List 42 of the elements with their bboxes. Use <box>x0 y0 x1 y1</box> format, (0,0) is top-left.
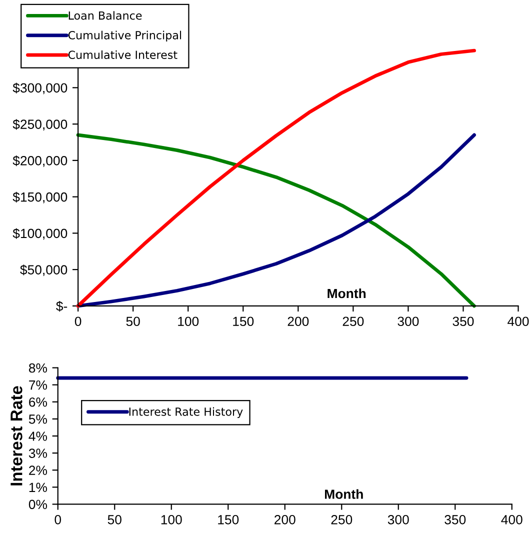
y-tick-label: 2% <box>29 466 47 475</box>
x-tick-label: 150 <box>218 514 239 524</box>
x-tick-label: 300 <box>388 514 409 524</box>
x-tick-label: 50 <box>108 514 122 524</box>
y-tick-label: $100,000 <box>12 228 68 240</box>
legend-label: Loan Balance <box>68 11 142 20</box>
y-tick-label: $300,000 <box>12 82 68 94</box>
x-tick-label: 100 <box>161 514 182 524</box>
y-axis-title: Interest Rate <box>10 386 22 486</box>
y-tick-label: 7% <box>29 380 47 390</box>
x-tick-label: 0 <box>54 514 62 524</box>
x-tick-label: 150 <box>233 316 254 326</box>
x-tick-label: 250 <box>331 514 352 524</box>
x-tick-label: 250 <box>342 316 364 326</box>
y-tick-label: 0% <box>28 500 47 510</box>
x-tick-label: 100 <box>178 316 199 326</box>
legend-label: Cumulative Interest <box>68 50 178 60</box>
x-tick-label: 350 <box>452 316 474 326</box>
y-tick-label: 3% <box>28 448 47 458</box>
x-tick-label: 400 <box>501 514 522 524</box>
y-tick-label: 8% <box>28 363 47 373</box>
x-tick-label: 200 <box>274 514 296 524</box>
x-tick-label: 0 <box>74 316 82 326</box>
y-tick-label: 1% <box>29 482 47 492</box>
y-tick-label: $50,000 <box>20 264 68 276</box>
x-tick-label: 400 <box>508 316 529 326</box>
y-tick-label: 6% <box>29 397 47 407</box>
x-tick-label: 350 <box>444 514 466 524</box>
x-axis-title: Month <box>328 288 366 298</box>
y-tick-label: $250,000 <box>12 119 68 131</box>
x-tick-label: 200 <box>288 316 309 326</box>
legend-label: Interest Rate History <box>129 407 243 418</box>
legend-label: Cumulative Principal <box>68 30 182 42</box>
y-tick-label: 5% <box>28 414 47 424</box>
x-axis-title: Month <box>325 489 363 499</box>
x-tick-label: 300 <box>398 316 419 326</box>
y-tick-label: $200,000 <box>12 155 68 167</box>
line-series <box>76 133 476 308</box>
x-tick-label: 50 <box>126 316 140 326</box>
y-tick-label: 4% <box>28 432 47 441</box>
y-tick-label: $- <box>56 300 68 312</box>
y-tick-label: $150,000 <box>12 192 68 204</box>
